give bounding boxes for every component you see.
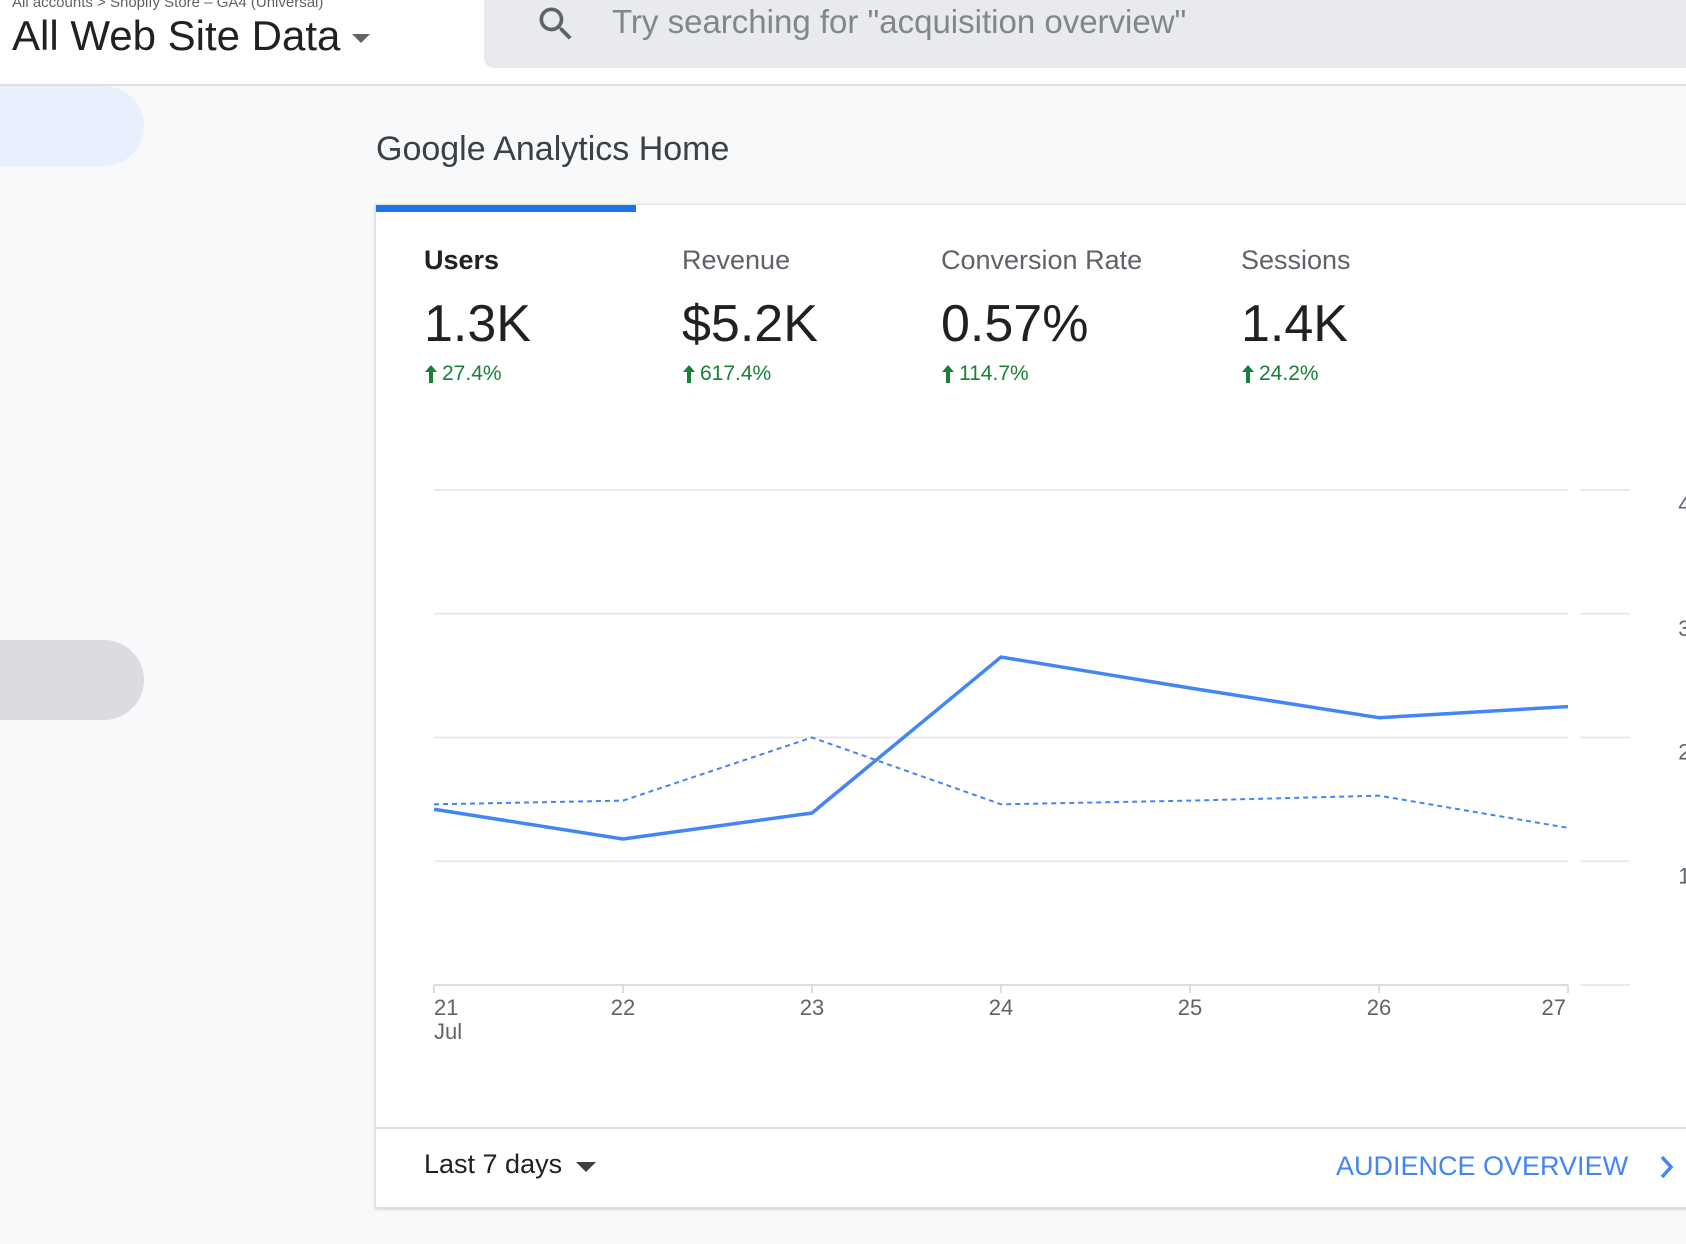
y-tick-label: 200 <box>1678 740 1686 765</box>
metric-change-value: 114.7% <box>959 362 1029 385</box>
x-tick-label: 27 <box>1542 995 1566 1020</box>
x-tick-label: 23 <box>800 995 824 1020</box>
caret-down-icon <box>352 33 371 43</box>
x-tick-label: 24 <box>989 995 1013 1020</box>
breadcrumb[interactable]: All accounts > Shopify Store – GA4 (Univ… <box>12 0 324 11</box>
search-input[interactable] <box>612 0 1652 44</box>
arrow-up-icon <box>683 365 695 383</box>
search-bar[interactable] <box>484 0 1686 68</box>
x-tick-label: 21 <box>434 995 458 1020</box>
metric-change: 114.7% <box>941 362 1142 386</box>
metric-change-value: 24.2% <box>1259 362 1319 385</box>
metric-name: Conversion Rate <box>941 245 1143 275</box>
y-tick-label: 100 <box>1678 863 1686 888</box>
chevron-right-icon <box>1660 1155 1674 1178</box>
arrow-up-icon <box>1242 365 1254 383</box>
arrow-up-icon <box>425 365 437 383</box>
audience-overview-label: AUDIENCE OVERVIEW <box>1336 1151 1629 1181</box>
card-footer: Last 7 days AUDIENCE OVERVIEW <box>376 1127 1686 1209</box>
x-tick-label: 25 <box>1178 995 1202 1020</box>
audience-overview-link[interactable]: AUDIENCE OVERVIEW <box>1336 1151 1676 1182</box>
metric-change: 617.4% <box>682 362 818 386</box>
top-bar: All accounts > Shopify Store – GA4 (Univ… <box>0 0 1686 86</box>
y-tick-label: 300 <box>1678 616 1686 641</box>
date-range-dropdown[interactable]: Last 7 days <box>424 1149 597 1180</box>
metric-name: Sessions <box>1241 245 1351 275</box>
x-tick-sublabel: Jul <box>434 1019 462 1044</box>
users-line-chart: 010020030040021222324252627Jul <box>433 489 1686 1044</box>
page-title: Google Analytics Home <box>376 130 730 168</box>
active-tab-indicator <box>376 205 636 212</box>
search-icon[interactable] <box>534 2 578 46</box>
metric-change-value: 617.4% <box>700 362 772 385</box>
metric-change: 27.4% <box>424 362 531 386</box>
series-line-current <box>433 655 1569 841</box>
metric-tab-sessions[interactable]: Sessions 1.4K 24.2% <box>1241 245 1351 386</box>
sidebar-item-hover[interactable] <box>0 640 144 720</box>
metric-value: 0.57% <box>941 295 1089 353</box>
date-range-label: Last 7 days <box>424 1149 563 1179</box>
x-tick-label: 26 <box>1367 995 1391 1020</box>
caret-down-icon <box>576 1161 597 1172</box>
arrow-up-icon <box>942 365 954 383</box>
metric-value: 1.3K <box>424 295 531 353</box>
series-line-previous <box>433 736 1569 829</box>
metric-name: Users <box>424 245 500 275</box>
y-tick-label: 400 <box>1678 492 1686 517</box>
metric-name: Revenue <box>682 245 791 275</box>
metric-value: 1.4K <box>1241 295 1348 353</box>
view-name: All Web Site Data <box>12 12 341 59</box>
view-selector[interactable]: All Web Site Data <box>12 12 371 60</box>
x-tick-label: 22 <box>611 995 635 1020</box>
metric-tab-conversion-rate[interactable]: Conversion Rate 0.57% 114.7% <box>941 245 1142 386</box>
metric-tab-users[interactable]: Users 1.3K 27.4% <box>424 245 531 386</box>
metric-tab-revenue[interactable]: Revenue $5.2K 617.4% <box>682 245 818 386</box>
metric-value: $5.2K <box>682 295 818 353</box>
metric-change-value: 27.4% <box>442 362 502 385</box>
metric-change: 24.2% <box>1241 362 1351 386</box>
home-summary-card: Users 1.3K 27.4% Revenue $5.2K 617.4% Co… <box>375 204 1686 1208</box>
sidebar-item-selected[interactable] <box>0 86 144 166</box>
